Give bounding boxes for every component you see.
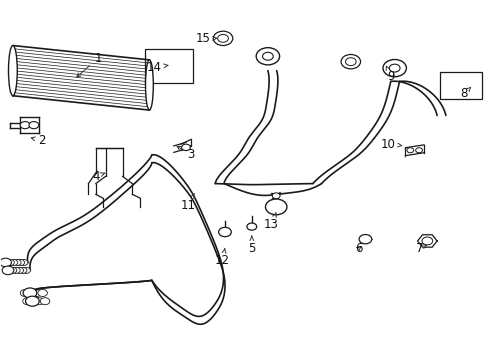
Circle shape: [34, 298, 44, 305]
Text: 3: 3: [177, 146, 194, 161]
Circle shape: [272, 193, 280, 199]
Circle shape: [22, 267, 30, 273]
Circle shape: [6, 260, 14, 265]
Circle shape: [12, 267, 20, 273]
Circle shape: [22, 298, 32, 305]
Circle shape: [415, 148, 422, 153]
Circle shape: [406, 148, 413, 153]
Ellipse shape: [145, 60, 153, 110]
Circle shape: [32, 289, 41, 297]
Circle shape: [20, 260, 28, 265]
Circle shape: [0, 258, 11, 267]
Circle shape: [262, 52, 273, 60]
Bar: [439, 72, 482, 99]
Text: 12: 12: [215, 249, 229, 267]
Text: 9: 9: [386, 66, 394, 82]
Circle shape: [2, 266, 14, 275]
Circle shape: [9, 260, 18, 265]
Circle shape: [20, 289, 30, 297]
Circle shape: [28, 298, 38, 305]
Text: 1: 1: [77, 51, 102, 77]
Circle shape: [388, 64, 399, 72]
Text: 8: 8: [459, 87, 469, 100]
Circle shape: [13, 260, 21, 265]
Circle shape: [358, 234, 371, 244]
Text: 13: 13: [264, 213, 278, 231]
Circle shape: [217, 35, 228, 42]
Text: 2: 2: [31, 134, 46, 147]
Circle shape: [340, 54, 360, 69]
Bar: [144, 49, 193, 83]
Text: 15: 15: [195, 32, 216, 45]
Circle shape: [29, 122, 39, 129]
Circle shape: [23, 288, 37, 298]
Text: 6: 6: [355, 242, 362, 255]
Circle shape: [256, 48, 279, 65]
Circle shape: [265, 199, 286, 215]
Circle shape: [40, 298, 50, 305]
Circle shape: [16, 260, 24, 265]
Circle shape: [382, 59, 406, 77]
Circle shape: [181, 144, 190, 150]
Text: 14: 14: [146, 60, 167, 73]
Text: 5: 5: [247, 236, 255, 255]
Text: 4: 4: [92, 170, 105, 183]
Circle shape: [246, 223, 256, 230]
Circle shape: [38, 289, 47, 297]
Circle shape: [421, 237, 432, 245]
Ellipse shape: [8, 45, 17, 96]
Circle shape: [218, 227, 231, 237]
Circle shape: [345, 58, 355, 66]
Text: 10: 10: [380, 138, 401, 150]
Circle shape: [213, 31, 232, 45]
Text: 7: 7: [415, 242, 426, 255]
Circle shape: [15, 267, 23, 273]
Circle shape: [25, 296, 39, 306]
Circle shape: [26, 289, 36, 297]
Circle shape: [20, 122, 30, 129]
Circle shape: [8, 267, 17, 273]
Polygon shape: [417, 235, 436, 247]
Circle shape: [19, 267, 27, 273]
Text: 11: 11: [181, 193, 196, 212]
